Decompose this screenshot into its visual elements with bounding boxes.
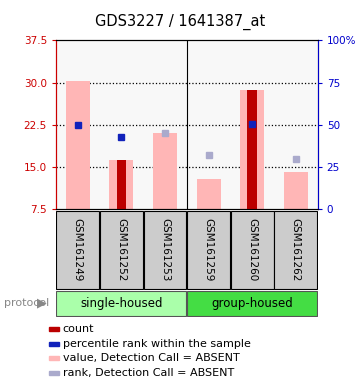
Bar	[49, 371, 59, 375]
Text: count: count	[62, 324, 94, 334]
Text: single-housed: single-housed	[80, 297, 163, 310]
Text: protocol: protocol	[4, 298, 49, 308]
Text: GSM161249: GSM161249	[73, 218, 83, 281]
Text: percentile rank within the sample: percentile rank within the sample	[62, 339, 251, 349]
Bar	[144, 211, 186, 289]
Bar	[240, 90, 264, 209]
Text: GSM161253: GSM161253	[160, 218, 170, 281]
Bar	[274, 211, 317, 289]
Bar	[197, 179, 221, 209]
Bar	[117, 160, 126, 209]
Bar	[247, 90, 257, 209]
Bar	[187, 291, 317, 316]
Text: GSM161262: GSM161262	[291, 218, 301, 281]
Bar	[231, 211, 274, 289]
Bar	[187, 211, 230, 289]
Text: GSM161260: GSM161260	[247, 218, 257, 281]
Bar	[100, 211, 143, 289]
Text: group-housed: group-housed	[212, 297, 293, 310]
Bar	[284, 172, 308, 209]
Bar	[56, 291, 186, 316]
Bar	[66, 81, 90, 209]
Text: ▶: ▶	[37, 297, 46, 310]
Bar	[153, 133, 177, 209]
Text: rank, Detection Call = ABSENT: rank, Detection Call = ABSENT	[62, 368, 234, 378]
Bar	[49, 327, 59, 331]
Text: GSM161259: GSM161259	[204, 218, 214, 281]
Text: value, Detection Call = ABSENT: value, Detection Call = ABSENT	[62, 353, 239, 364]
Bar	[49, 342, 59, 346]
Bar	[109, 160, 133, 209]
Bar	[56, 211, 99, 289]
Text: GSM161252: GSM161252	[116, 218, 126, 281]
Text: GDS3227 / 1641387_at: GDS3227 / 1641387_at	[95, 13, 266, 30]
Bar	[49, 356, 59, 361]
